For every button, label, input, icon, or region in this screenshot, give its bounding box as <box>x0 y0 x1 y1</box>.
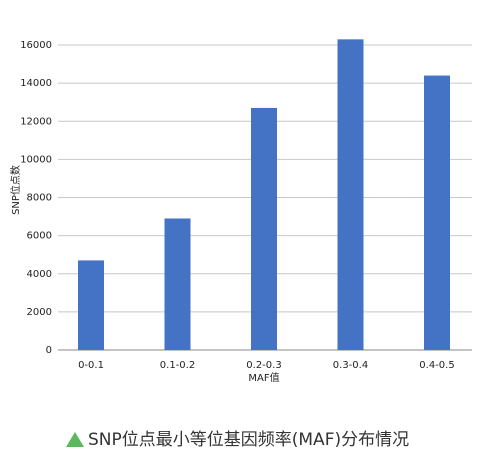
bar <box>164 218 191 350</box>
bar <box>78 260 104 350</box>
caption-icon <box>66 432 84 447</box>
y-tick-label: 2000 <box>27 307 52 318</box>
x-tick-label: 0.4-0.5 <box>419 360 454 371</box>
bar <box>424 75 450 350</box>
y-tick-label: 8000 <box>27 193 52 204</box>
bar <box>251 107 277 350</box>
y-axis-label: SNP位点数 <box>9 165 22 215</box>
x-tick-label: 0.1-0.2 <box>160 360 195 371</box>
y-tick-label: 16000 <box>20 40 52 51</box>
bar <box>337 39 364 350</box>
x-tick-label: 0-0.1 <box>78 360 104 371</box>
y-tick-label: 4000 <box>27 269 52 280</box>
y-tick-label: 0 <box>46 345 52 356</box>
y-tick-label: 14000 <box>20 78 52 89</box>
y-tick-label: 10000 <box>20 154 52 165</box>
y-tick-label: 6000 <box>27 231 52 242</box>
x-tick-label: 0.3-0.4 <box>333 360 368 371</box>
x-tick-label: 0.2-0.3 <box>246 360 281 371</box>
caption: SNP位点最小等位基因频率(MAF)分布情况 <box>88 430 409 450</box>
y-tick-label: 12000 <box>20 116 52 127</box>
x-axis-label: MAF值 <box>248 371 279 384</box>
